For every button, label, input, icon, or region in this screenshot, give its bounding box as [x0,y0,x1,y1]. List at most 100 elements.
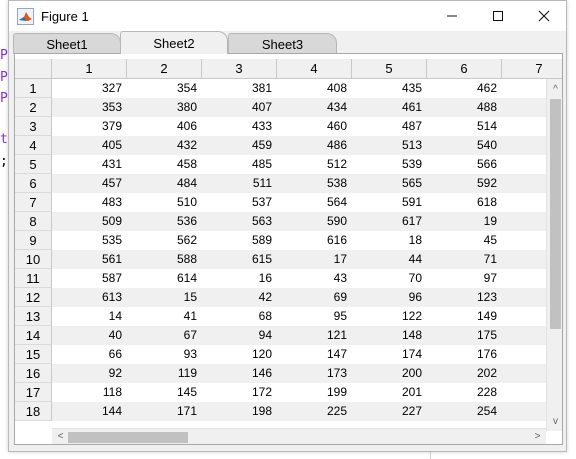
table-cell[interactable]: 566 [427,155,502,174]
table-cell[interactable]: 380 [127,98,202,117]
table-cell[interactable]: 94 [202,326,277,345]
scroll-left-arrow-icon[interactable]: < [57,431,64,442]
table-cell[interactable]: 353 [52,98,127,117]
table-cell[interactable]: 40 [52,326,127,345]
row-header[interactable]: 17 [15,383,52,402]
tab-sheet1[interactable]: Sheet1 [13,33,121,54]
table-cell[interactable]: 122 [352,307,427,326]
table-cell[interactable]: 144 [52,402,127,421]
table-cell[interactable]: 42 [202,288,277,307]
table-cell[interactable]: 406 [127,117,202,136]
table-cell[interactable]: 198 [202,402,277,421]
title-bar[interactable]: Figure 1 [9,1,566,31]
table-cell[interactable]: 618 [427,193,502,212]
row-header[interactable]: 2 [15,98,52,117]
table-cell[interactable]: 435 [352,79,427,98]
maximize-button[interactable] [475,1,521,31]
table-cell[interactable]: 405 [52,136,127,155]
table-cell[interactable]: 171 [127,402,202,421]
table-cell[interactable]: 591 [352,193,427,212]
row-header[interactable]: 16 [15,364,52,383]
column-header[interactable]: 6 [427,59,502,79]
table-cell[interactable]: 19 [427,212,502,231]
table-cell[interactable]: 587 [52,269,127,288]
table-cell[interactable]: 174 [352,345,427,364]
table-cell[interactable]: 149 [427,307,502,326]
minimize-button[interactable] [429,1,475,31]
table-cell[interactable]: 540 [427,136,502,155]
table-cell[interactable]: 564 [277,193,352,212]
table-cell[interactable]: 433 [202,117,277,136]
row-header[interactable]: 9 [15,231,52,250]
table-cell[interactable]: 146 [202,364,277,383]
table-cell[interactable]: 201 [352,383,427,402]
table-cell[interactable]: 590 [277,212,352,231]
table-cell[interactable]: 512 [277,155,352,174]
table-cell[interactable]: 69 [277,288,352,307]
scroll-down-arrow-icon[interactable]: v [553,416,558,427]
column-header[interactable]: 5 [352,59,427,79]
column-header[interactable]: 3 [202,59,277,79]
table-cell[interactable]: 615 [202,250,277,269]
table-cell[interactable]: 539 [352,155,427,174]
table-cell[interactable]: 44 [352,250,427,269]
table-cell[interactable]: 148 [352,326,427,345]
column-header[interactable]: 4 [277,59,352,79]
table-cell[interactable]: 510 [127,193,202,212]
table-cell[interactable]: 199 [277,383,352,402]
table-cell[interactable]: 93 [127,345,202,364]
table-cell[interactable]: 616 [277,231,352,250]
close-button[interactable] [521,1,567,31]
table-cell[interactable]: 70 [352,269,427,288]
table-cell[interactable]: 97 [427,269,502,288]
table-cell[interactable]: 327 [52,79,127,98]
table-cell[interactable]: 459 [202,136,277,155]
scroll-up-arrow-icon[interactable]: ^ [553,84,558,95]
table-cell[interactable]: 176 [427,345,502,364]
table-cell[interactable]: 354 [127,79,202,98]
column-header[interactable]: 2 [127,59,202,79]
table-cell[interactable]: 119 [127,364,202,383]
table-cell[interactable]: 200 [352,364,427,383]
table-cell[interactable]: 41 [127,307,202,326]
table-cell[interactable]: 458 [127,155,202,174]
table-cell[interactable]: 228 [427,383,502,402]
horizontal-scrollbar[interactable]: < > [52,428,546,444]
table-cell[interactable]: 15 [127,288,202,307]
scroll-right-arrow-icon[interactable]: > [534,431,541,442]
table-cell[interactable]: 562 [127,231,202,250]
tab-sheet2[interactable]: Sheet2 [120,31,228,54]
table-cell[interactable]: 225 [277,402,352,421]
table-cell[interactable]: 434 [277,98,352,117]
table-cell[interactable]: 483 [52,193,127,212]
table-cell[interactable]: 92 [52,364,127,383]
row-header[interactable]: 6 [15,174,52,193]
table-cell[interactable]: 254 [427,402,502,421]
table-cell[interactable]: 457 [52,174,127,193]
row-header[interactable]: 4 [15,136,52,155]
table-cell[interactable]: 514 [427,117,502,136]
table-cell[interactable]: 43 [277,269,352,288]
table-cell[interactable]: 96 [352,288,427,307]
table-cell[interactable]: 123 [427,288,502,307]
table-cell[interactable]: 485 [202,155,277,174]
table-cell[interactable]: 484 [127,174,202,193]
table-cell[interactable]: 613 [52,288,127,307]
table-cell[interactable]: 173 [277,364,352,383]
table-cell[interactable]: 563 [202,212,277,231]
table-cell[interactable]: 17 [277,250,352,269]
table-cell[interactable]: 407 [202,98,277,117]
table-cell[interactable]: 461 [352,98,427,117]
table-cell[interactable]: 511 [202,174,277,193]
table-cell[interactable]: 535 [52,231,127,250]
table-cell[interactable]: 202 [427,364,502,383]
table-cell[interactable]: 18 [352,231,427,250]
table-cell[interactable]: 45 [427,231,502,250]
table-cell[interactable]: 617 [352,212,427,231]
table-cell[interactable]: 95 [277,307,352,326]
table-cell[interactable]: 536 [127,212,202,231]
table-cell[interactable]: 486 [277,136,352,155]
horizontal-scroll-thumb[interactable] [68,432,188,443]
table-cell[interactable]: 172 [202,383,277,402]
